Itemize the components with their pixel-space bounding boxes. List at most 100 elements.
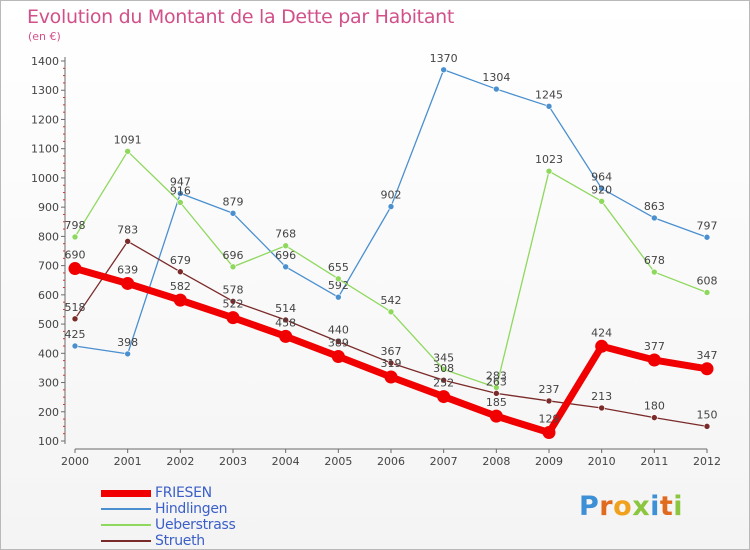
data-label: 690 [65,249,86,262]
data-label: 319 [381,357,402,370]
data-point [651,414,658,421]
y-tick-label: 1300 [31,84,59,97]
data-label: 639 [117,263,138,276]
data-label: 578 [223,283,244,296]
data-point [542,426,556,440]
data-point [71,233,79,241]
data-point [68,262,82,276]
logo-letter: P [579,491,600,522]
data-point [545,167,553,175]
data-point [440,366,447,373]
legend-swatch [101,489,151,497]
logo-letter: i [673,491,684,522]
data-label: 608 [697,275,718,288]
legend-item-hindlingen: Hindlingen [101,501,236,517]
data-label: 237 [539,383,560,396]
data-label: 947 [170,175,191,188]
data-point [229,297,237,305]
chart-unit-label: (en €) [28,30,61,43]
data-label: 916 [170,184,191,197]
x-tick-label: 2012 [693,455,721,468]
data-label: 180 [644,400,665,413]
data-point [700,362,714,376]
data-point [387,359,395,367]
data-point [124,238,131,245]
data-label: 1091 [114,133,142,146]
data-label: 1304 [482,71,510,84]
data-label: 514 [275,302,296,315]
data-label: 655 [328,261,349,274]
data-label: 783 [117,223,138,236]
data-point [229,263,237,271]
data-label: 768 [275,228,296,241]
data-label: 582 [170,280,191,293]
data-label: 678 [644,254,665,267]
y-tick-label: 600 [38,289,59,302]
y-tick-label: 900 [38,201,59,214]
data-label: 518 [65,301,86,314]
logo-letter: t [659,491,674,522]
y-tick-label: 1100 [31,143,59,156]
data-label: 263 [486,375,507,388]
legend-item-strueth: Strueth [101,533,236,549]
y-tick-label: 800 [38,230,59,243]
data-point [124,350,131,358]
logo-letter: o [613,491,633,522]
x-tick-label: 2010 [588,455,616,468]
logo-letter: r [599,491,614,522]
legend-swatch [101,524,151,526]
y-tick-label: 400 [38,347,59,360]
legend-label: Strueth [155,533,205,549]
x-tick-label: 2008 [482,455,510,468]
x-tick-label: 2004 [272,455,300,468]
legend-label: Hindlingen [155,501,228,517]
data-point [121,276,135,290]
data-point [651,214,658,222]
x-tick-label: 2011 [640,455,668,468]
x-tick-label: 2001 [114,455,142,468]
data-point [651,268,658,276]
data-label: 798 [65,219,86,232]
x-tick-label: 2007 [430,455,458,468]
data-point [331,350,345,364]
y-tick-label: 100 [38,435,59,448]
legend-swatch [101,508,151,510]
data-label: 129 [539,413,560,426]
data-point [335,293,342,301]
data-label: 440 [328,324,349,337]
data-label: 679 [170,254,191,267]
y-tick-label: 1400 [31,55,59,68]
y-tick-label: 700 [38,260,59,273]
legend-label: Ueberstrass [155,517,236,533]
data-point [226,311,240,325]
data-point [279,329,293,343]
data-label: 347 [697,349,718,362]
data-point [647,353,661,367]
legend-item-friesen: FRIESEN [101,485,236,501]
y-tick-label: 1000 [31,172,59,185]
data-point [545,103,553,110]
data-label: 879 [223,195,244,208]
data-label: 696 [275,249,296,262]
x-tick-label: 2002 [166,455,194,468]
data-point [440,376,447,384]
data-point [489,409,503,423]
data-point [173,293,187,307]
data-point [384,370,398,384]
data-point [437,390,451,404]
data-label: 389 [328,337,349,350]
data-label: 150 [697,408,718,421]
data-label: 1023 [535,153,563,166]
data-point [71,315,79,323]
data-label: 1370 [430,52,458,65]
data-label: 522 [223,298,244,311]
data-label: 863 [644,200,665,213]
data-point [177,190,184,197]
legend: FRIESEN Hindlingen Ueberstrass Strueth [101,485,236,549]
data-label: 425 [65,328,86,341]
series-line-strueth [74,240,708,428]
x-tick-label: 2009 [535,455,563,468]
data-point [703,233,711,241]
data-label: 213 [591,390,612,403]
